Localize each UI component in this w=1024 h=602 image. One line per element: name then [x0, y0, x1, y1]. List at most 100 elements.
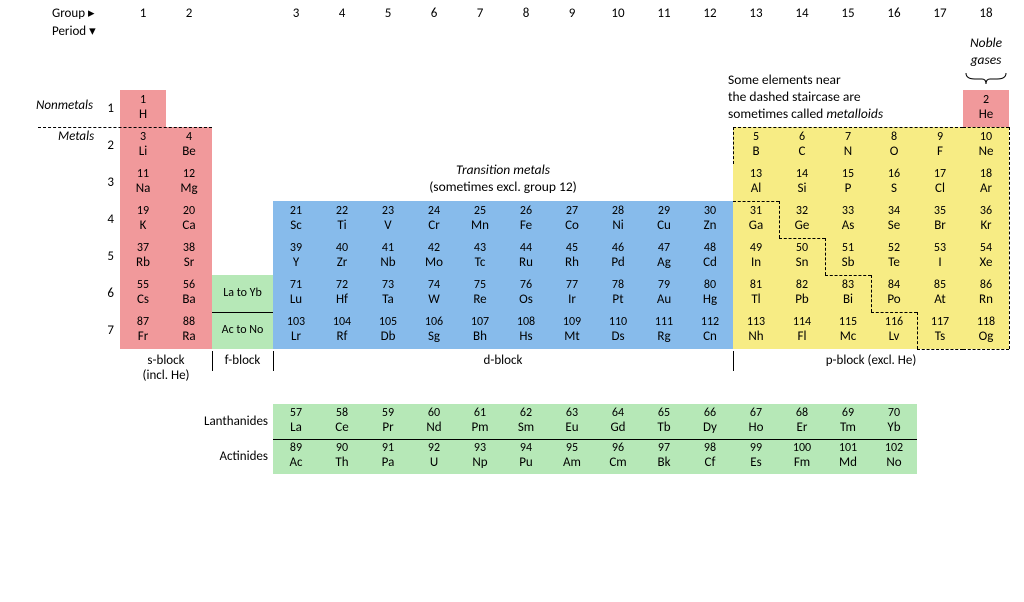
element-Ra: 88Ra [166, 312, 212, 349]
element-W: 74W [411, 275, 457, 312]
element-Lv: 116Lv [871, 312, 917, 349]
element-Rh: 45Rh [549, 238, 595, 275]
element-Tm: 69Tm [825, 404, 871, 439]
noble-gases-brace [965, 72, 1007, 86]
element-Mt: 109Mt [549, 312, 595, 349]
element-Sb: 51Sb [825, 238, 871, 275]
metalloid-note: sometimes called metalloids [728, 106, 883, 123]
group-number: 18 [978, 6, 994, 21]
transition-metals-sub: (sometimes excl. group 12) [393, 179, 613, 196]
lanthanides-label: Lanthanides [183, 414, 268, 429]
element-Am: 95Am [549, 439, 595, 474]
element-Al: 13Al [733, 164, 779, 201]
group-number: 7 [472, 6, 488, 21]
element-Ho: 67Ho [733, 404, 779, 439]
d-block-label: d-block [273, 353, 733, 368]
element-Os: 76Os [503, 275, 549, 312]
group-number: 6 [426, 6, 442, 21]
element-Si: 14Si [779, 164, 825, 201]
group-number: 1 [135, 6, 151, 21]
group-number: 14 [794, 6, 810, 21]
element-Po: 84Po [871, 275, 917, 312]
element-Co: 27Co [549, 201, 595, 238]
group-number: 9 [564, 6, 580, 21]
element-B: 5B [733, 127, 779, 164]
period-number: 2 [100, 138, 114, 153]
element-Lr: 103Lr [273, 312, 319, 349]
element-I: 53I [917, 238, 963, 275]
element-Mg: 12Mg [166, 164, 212, 201]
element-Pd: 46Pd [595, 238, 641, 275]
group-number: 11 [656, 6, 672, 21]
element-Th: 90Th [319, 439, 365, 474]
element-Ar: 18Ar [963, 164, 1009, 201]
element-Rn: 86Rn [963, 275, 1009, 312]
element-He: 2He [963, 90, 1009, 127]
element-La: 57La [273, 404, 319, 439]
fblock-placeholder: Ac to No [212, 312, 273, 349]
element-Bk: 97Bk [641, 439, 687, 474]
element-Cn: 112Cn [687, 312, 733, 349]
element-Ti: 22Ti [319, 201, 365, 238]
periodic-table: Group ▸Period ▾1234567891011121314151617… [12, 8, 1012, 484]
element-Au: 79Au [641, 275, 687, 312]
element-Er: 68Er [779, 404, 825, 439]
period-header: Period ▾ [52, 24, 96, 39]
element-Sg: 106Sg [411, 312, 457, 349]
group-number: 3 [288, 6, 304, 21]
element-Db: 105Db [365, 312, 411, 349]
element-Na: 11Na [120, 164, 166, 201]
element-Kr: 36Kr [963, 201, 1009, 238]
element-Li: 3Li [120, 127, 166, 164]
element-At: 85At [917, 275, 963, 312]
element-Mn: 25Mn [457, 201, 503, 238]
f-block-label: f-block [212, 353, 273, 368]
element-Cr: 24Cr [411, 201, 457, 238]
group-header: Group ▸ [52, 6, 95, 21]
group-number: 2 [181, 6, 197, 21]
element-Hf: 72Hf [319, 275, 365, 312]
element-Gd: 64Gd [595, 404, 641, 439]
element-P: 15P [825, 164, 871, 201]
element-Sm: 62Sm [503, 404, 549, 439]
element-Hs: 108Hs [503, 312, 549, 349]
element-Fl: 114Fl [779, 312, 825, 349]
group-number: 4 [334, 6, 350, 21]
element-Ac: 89Ac [273, 439, 319, 474]
period-number: 7 [100, 323, 114, 338]
element-Ru: 44Ru [503, 238, 549, 275]
element-Pb: 82Pb [779, 275, 825, 312]
element-S: 16S [871, 164, 917, 201]
element-Br: 35Br [917, 201, 963, 238]
nonmetals-label: Nonmetals [36, 98, 93, 113]
element-Bi: 83Bi [825, 275, 871, 312]
group-number: 13 [748, 6, 764, 21]
element-In: 49In [733, 238, 779, 275]
element-Ba: 56Ba [166, 275, 212, 312]
element-F: 9F [917, 127, 963, 164]
element-Pr: 59Pr [365, 404, 411, 439]
element-No: 102No [871, 439, 917, 474]
element-Xe: 54Xe [963, 238, 1009, 275]
element-Be: 4Be [166, 127, 212, 164]
element-Ts: 117Ts [917, 312, 963, 349]
element-O: 8O [871, 127, 917, 164]
element-Fe: 26Fe [503, 201, 549, 238]
element-Rf: 104Rf [319, 312, 365, 349]
element-Hg: 80Hg [687, 275, 733, 312]
element-Nd: 60Nd [411, 404, 457, 439]
metalloid-note: Some elements near [728, 72, 841, 89]
element-Tl: 81Tl [733, 275, 779, 312]
element-Se: 34Se [871, 201, 917, 238]
period-number: 3 [100, 175, 114, 190]
element-Fr: 87Fr [120, 312, 166, 349]
metals-label: Metals [58, 129, 94, 144]
element-Tc: 43Tc [457, 238, 503, 275]
element-Tb: 65Tb [641, 404, 687, 439]
actinides-label: Actinides [183, 449, 268, 464]
element-Og: 118Og [963, 312, 1009, 349]
element-Ni: 28Ni [595, 201, 641, 238]
element-Zr: 40Zr [319, 238, 365, 275]
element-Ga: 31Ga [733, 201, 779, 238]
period-number: 1 [100, 101, 114, 116]
